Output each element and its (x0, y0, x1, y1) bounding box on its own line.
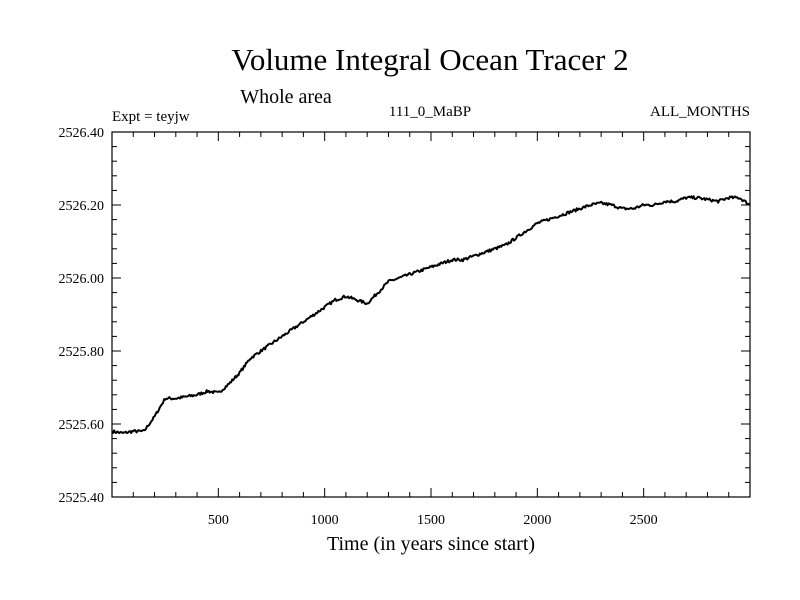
x-tick-label: 1500 (417, 513, 445, 528)
y-tick-label: 2526.00 (59, 272, 105, 287)
chart-subtitle: Whole area (240, 86, 332, 108)
y-tick-label: 2526.40 (59, 126, 105, 141)
y-tick-label: 2525.80 (59, 345, 105, 360)
x-tick-label: 500 (208, 513, 229, 528)
x-tick-label: 2000 (523, 513, 551, 528)
y-tick-marks (112, 131, 750, 498)
plot-frame (111, 131, 751, 498)
data-series-line (111, 195, 751, 435)
x-tick-marks (132, 132, 730, 497)
x-tick-labels: 500 1000 1500 2000 2500 (208, 513, 658, 528)
chart-title: Volume Integral Ocean Tracer 2 (231, 42, 628, 77)
x-tick-label: 1000 (311, 513, 339, 528)
y-tick-label: 2525.40 (59, 491, 105, 506)
y-tick-labels: 2525.40 2525.60 2525.80 2526.00 2526.20 2526.… (59, 126, 105, 506)
y-tick-label: 2525.60 (59, 418, 105, 433)
x-tick-label: 2500 (630, 513, 658, 528)
annotation-months: ALL_MONTHS (650, 104, 750, 120)
y-tick-label: 2526.20 (59, 199, 105, 214)
annotation-period: 111_0_MaBP (389, 104, 471, 120)
annotation-expt: Expt = teyjw (112, 109, 190, 125)
x-axis-label: Time (in years since start) (327, 533, 535, 555)
